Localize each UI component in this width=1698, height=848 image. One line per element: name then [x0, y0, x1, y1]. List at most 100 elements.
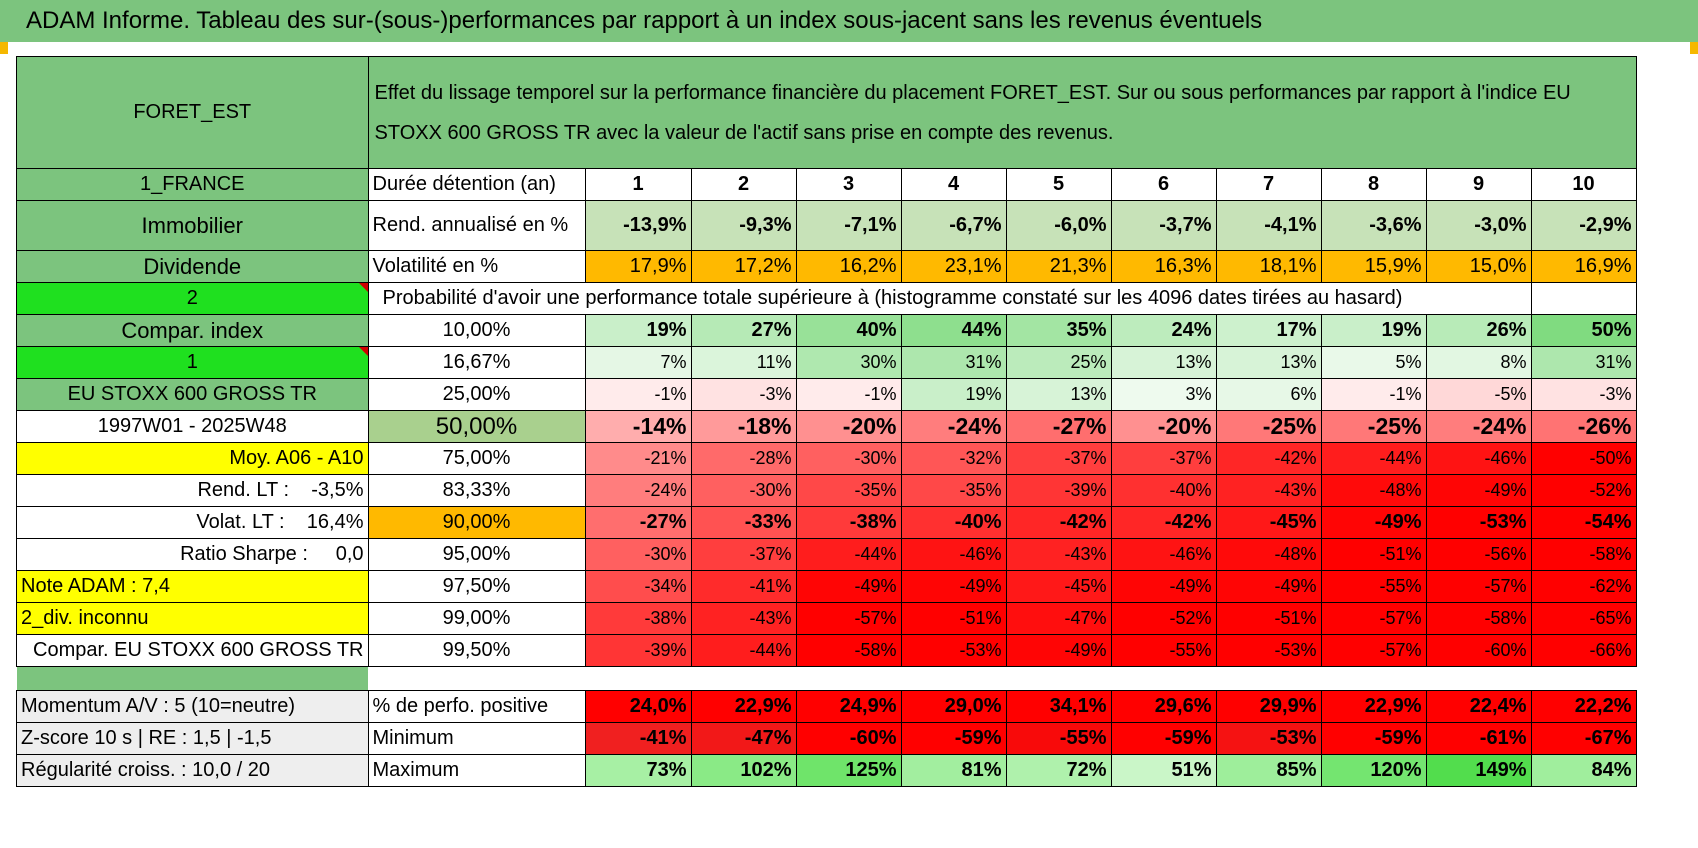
quantile-label: 75,00% [367, 442, 586, 475]
quantile-cell: -47% [1005, 602, 1112, 635]
maximum-cell: 81% [900, 754, 1007, 787]
volatility-cell: 16,3% [1110, 250, 1217, 283]
quantile-cell: -49% [1005, 634, 1112, 667]
annual-return-cell: -2,9% [1530, 200, 1637, 251]
quantile-label: 50,00% [367, 410, 586, 443]
quantile-cell: -27% [584, 506, 692, 539]
quantile-label: 97,50% [367, 570, 586, 603]
quantile-cell: -33% [690, 506, 797, 539]
quantile-cell: -62% [1530, 570, 1637, 603]
spacer-row [368, 667, 1636, 691]
quantile-cell: -58% [1425, 602, 1532, 635]
quantile-cell: -43% [1215, 474, 1322, 507]
quantile-cell: -46% [1110, 538, 1217, 571]
quantile-cell: -55% [1320, 570, 1427, 603]
quantile-cell: -38% [795, 506, 902, 539]
quantile-cell: -65% [1530, 602, 1637, 635]
quantile-cell: -1% [795, 378, 902, 411]
quantile-cell: -51% [1320, 538, 1427, 571]
quantile-cell: -24% [1425, 410, 1532, 443]
quantile-cell: 31% [1530, 346, 1637, 379]
year-cell: 6 [1110, 168, 1217, 201]
quantile-cell: -39% [1005, 474, 1112, 507]
probability-caption: Probabilité d'avoir une performance tota… [367, 282, 1426, 315]
dividend-status: 2_div. inconnu [16, 602, 369, 635]
quantile-cell: -20% [1110, 410, 1217, 443]
quantile-cell: -24% [584, 474, 692, 507]
quantile-cell: -35% [795, 474, 902, 507]
quantile-cell: -26% [1530, 410, 1637, 443]
quantile-cell: 6% [1215, 378, 1322, 411]
code-1-selector[interactable]: 1 [16, 346, 369, 379]
quantile-label: 99,50% [367, 634, 586, 667]
positive-perf-cell: 24,9% [795, 690, 902, 723]
quantile-cell: -49% [900, 570, 1007, 603]
quantile-cell: -46% [1425, 442, 1532, 475]
momentum-label: Momentum A/V : 5 (10=neutre) [16, 690, 369, 723]
quantile-cell: -58% [795, 634, 902, 667]
quantile-cell: -37% [690, 538, 797, 571]
quantile-label: 83,33% [367, 474, 586, 507]
quantile-label: 95,00% [367, 538, 586, 571]
quantile-cell: 40% [795, 314, 902, 347]
category-label[interactable]: Immobilier [16, 200, 369, 251]
quantile-cell: -49% [1110, 570, 1217, 603]
performance-table: FORET_EST Effet du lissage temporel sur … [16, 56, 1637, 787]
report-title: ADAM Informe. Tableau des sur-(sous-)per… [0, 0, 1698, 42]
minimum-label: Minimum [367, 722, 586, 755]
maximum-label: Maximum [367, 754, 586, 787]
quantile-cell: -3% [1530, 378, 1637, 411]
quantile-cell: -66% [1530, 634, 1637, 667]
volatility-cell: 17,9% [584, 250, 692, 283]
country-label[interactable]: 1_FRANCE [16, 168, 369, 201]
distribution-label[interactable]: Dividende [16, 250, 369, 283]
index-name-label[interactable]: EU STOXX 600 GROSS TR [16, 378, 369, 411]
quantile-cell: 5% [1320, 346, 1427, 379]
quantile-cell: -56% [1425, 538, 1532, 571]
code-2-selector[interactable]: 2 [16, 282, 369, 315]
quantile-cell: -44% [795, 538, 902, 571]
minimum-cell: -41% [584, 722, 692, 755]
quantile-cell: 30% [795, 346, 902, 379]
left-tab-marker [0, 42, 8, 54]
quantile-cell: 50% [1530, 314, 1637, 347]
maximum-cell: 73% [584, 754, 692, 787]
quantile-cell: -1% [1320, 378, 1427, 411]
empty-cell [1530, 282, 1637, 315]
minimum-cell: -55% [1005, 722, 1112, 755]
quantile-cell: -25% [1215, 410, 1322, 443]
right-tab-marker [1690, 42, 1698, 54]
annual-return-cell: -3,0% [1425, 200, 1532, 251]
positive-perf-cell: 22,2% [1530, 690, 1637, 723]
quantile-cell: -1% [584, 378, 692, 411]
maximum-cell: 85% [1215, 754, 1322, 787]
compar-index-label[interactable]: Compar. index [16, 314, 369, 347]
fund-name[interactable]: FORET_EST [16, 56, 369, 169]
positive-perf-cell: 22,9% [690, 690, 797, 723]
quantile-cell: -24% [900, 410, 1007, 443]
quantile-cell: -50% [1530, 442, 1637, 475]
quantile-cell: 19% [900, 378, 1007, 411]
quantile-cell: -49% [1215, 570, 1322, 603]
quantile-cell: -40% [900, 506, 1007, 539]
minimum-cell: -59% [1320, 722, 1427, 755]
quantile-cell: -40% [1110, 474, 1217, 507]
quantile-cell: 11% [690, 346, 797, 379]
year-cell: 9 [1425, 168, 1532, 201]
positive-perf-label: % de perfo. positive [367, 690, 586, 723]
quantile-cell: -52% [1110, 602, 1217, 635]
annual-return-cell: -6,0% [1005, 200, 1112, 251]
empty-cell [1426, 282, 1532, 315]
annual-return-cell: -3,6% [1320, 200, 1427, 251]
positive-perf-cell: 34,1% [1005, 690, 1112, 723]
quantile-cell: -57% [1425, 570, 1532, 603]
adam-note: Note ADAM : 7,4 [16, 570, 369, 603]
quantile-cell: -48% [1215, 538, 1322, 571]
minimum-cell: -59% [1110, 722, 1217, 755]
maximum-cell: 102% [690, 754, 797, 787]
quantile-cell: -3% [690, 378, 797, 411]
quantile-cell: -45% [1215, 506, 1322, 539]
quantile-cell: -55% [1110, 634, 1217, 667]
maximum-cell: 120% [1320, 754, 1427, 787]
quantile-cell: -21% [584, 442, 692, 475]
